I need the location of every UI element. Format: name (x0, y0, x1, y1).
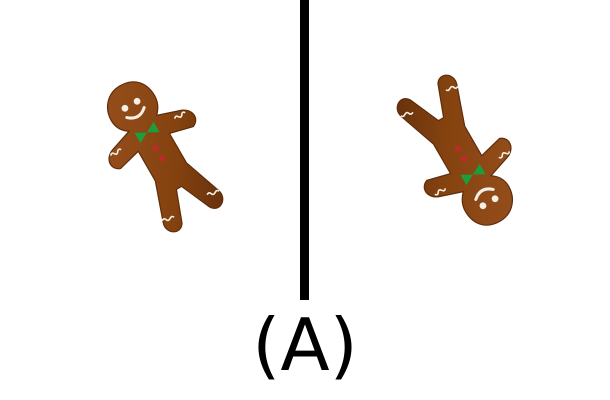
gingerbread-man-right-icon (380, 55, 540, 250)
vertical-divider (300, 0, 309, 300)
gingerbread-man-left-icon (80, 60, 240, 250)
figure-label: (A) (252, 303, 358, 387)
